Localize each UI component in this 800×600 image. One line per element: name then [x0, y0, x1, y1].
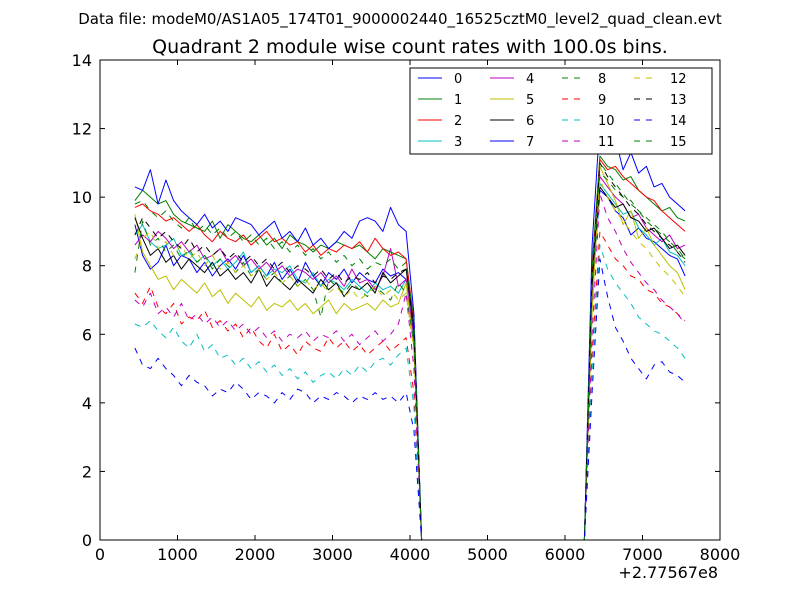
legend-label-6: 6	[526, 114, 534, 129]
series-8-line	[134, 172, 686, 541]
legend-label-14: 14	[670, 114, 687, 129]
series-7-line	[134, 114, 686, 541]
legend-label-5: 5	[526, 93, 534, 108]
legend-label-8: 8	[598, 72, 606, 87]
x-tick-label: 0	[95, 545, 105, 564]
chart-title: Quadrant 2 module wise count rates with …	[152, 36, 668, 58]
x-tick-label: 2000	[235, 545, 276, 564]
data-file-label: Data file: modeM0/AS1A05_174T01_90000024…	[78, 10, 722, 29]
legend-label-11: 11	[598, 135, 615, 150]
y-tick-label: 6	[82, 325, 92, 344]
legend-label-10: 10	[598, 114, 615, 129]
series-10-line	[134, 244, 686, 541]
y-tick-label: 12	[72, 120, 92, 139]
series-12-line	[134, 179, 686, 541]
y-tick-label: 14	[72, 51, 92, 70]
x-tick-label: 4000	[390, 545, 431, 564]
plot-lines	[134, 114, 686, 541]
legend-label-12: 12	[670, 72, 687, 87]
legend-label-3: 3	[454, 135, 462, 150]
x-tick-label: 5000	[467, 545, 508, 564]
y-tick-label: 8	[82, 257, 92, 276]
series-13-line	[134, 162, 686, 541]
legend-frame	[409, 67, 713, 155]
legend-label-7: 7	[526, 135, 534, 150]
x-tick-label: 6000	[545, 545, 586, 564]
series-0-line	[134, 189, 686, 541]
y-tick-label: 10	[72, 188, 92, 207]
legend-label-1: 1	[454, 93, 462, 108]
series-5-line	[134, 165, 686, 541]
y-tick-label: 2	[82, 462, 92, 481]
series-9-line	[134, 230, 686, 541]
legend-label-4: 4	[526, 72, 534, 87]
series-2-line	[134, 158, 686, 541]
series-14-line	[134, 258, 686, 541]
series-1-line	[134, 155, 686, 541]
x-tick-label: 1000	[157, 545, 198, 564]
x-axis: 0 1000 2000 3000 4000 5000 6000 7000 8000	[95, 60, 740, 564]
legend-label-13: 13	[670, 93, 687, 108]
y-tick-label: 4	[82, 394, 92, 413]
legend-label-15: 15	[670, 135, 687, 150]
legend-label-2: 2	[454, 114, 462, 129]
y-tick-label: 0	[82, 531, 92, 550]
x-tick-label: 3000	[312, 545, 353, 564]
x-tick-label: 8000	[700, 545, 741, 564]
x-offset-label: +2.77567e8	[618, 563, 718, 582]
series-15-line	[134, 162, 686, 541]
x-tick-label: 7000	[622, 545, 663, 564]
series-11-line	[134, 193, 686, 541]
legend-label-9: 9	[598, 93, 606, 108]
legend-label-0: 0	[454, 72, 462, 87]
series-4-line	[134, 176, 686, 541]
